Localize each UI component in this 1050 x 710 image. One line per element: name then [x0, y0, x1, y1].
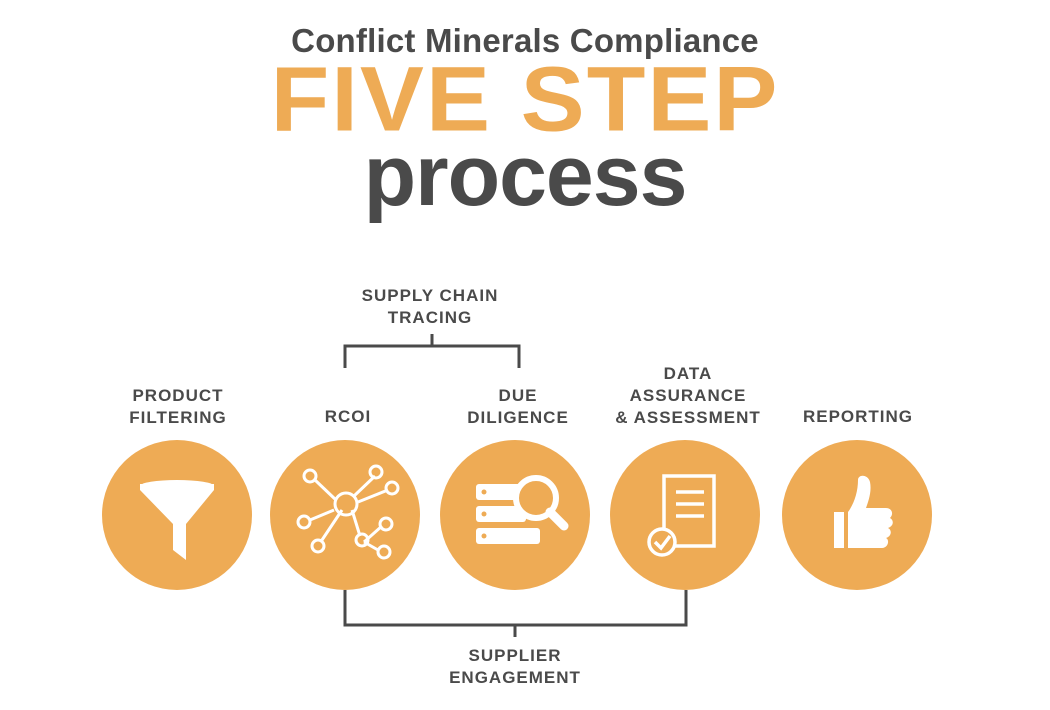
- supplier-engagement-bracket: [343, 590, 688, 637]
- database-search-icon: [476, 475, 569, 544]
- group-label-supplier-engagement: SUPPLIER ENGAGEMENT: [449, 646, 581, 687]
- step-label-due-diligence: DUE DILIGENCE: [467, 386, 569, 427]
- group-label-supply-chain-tracing: SUPPLY CHAIN TRACING: [361, 286, 499, 327]
- step-label-data-assurance: DATA ASSURANCE & ASSESSMENT: [615, 364, 761, 427]
- document-check-icon: [647, 474, 716, 557]
- step-circle-due-diligence: [440, 440, 590, 590]
- funnel-icon: [140, 480, 214, 560]
- step-circle-reporting: [782, 440, 932, 590]
- step-circle-product-filtering: [102, 440, 252, 590]
- step-circle-data-assurance: [610, 440, 760, 590]
- main-title: FIVE STEP: [270, 48, 780, 151]
- subtitle: Conflict Minerals Compliance: [291, 22, 759, 59]
- step-circle-rcoi: [270, 440, 420, 590]
- network-icon: [296, 464, 400, 560]
- title-process: process: [363, 128, 688, 224]
- step-label-reporting: REPORTING: [802, 407, 914, 426]
- step-label-product-filtering: PRODUCT FILTERING: [129, 386, 227, 427]
- step-label-rcoi: RCOI: [324, 407, 372, 426]
- thumbs-up-icon: [834, 475, 893, 548]
- supply-chain-tracing-bracket: [343, 334, 521, 368]
